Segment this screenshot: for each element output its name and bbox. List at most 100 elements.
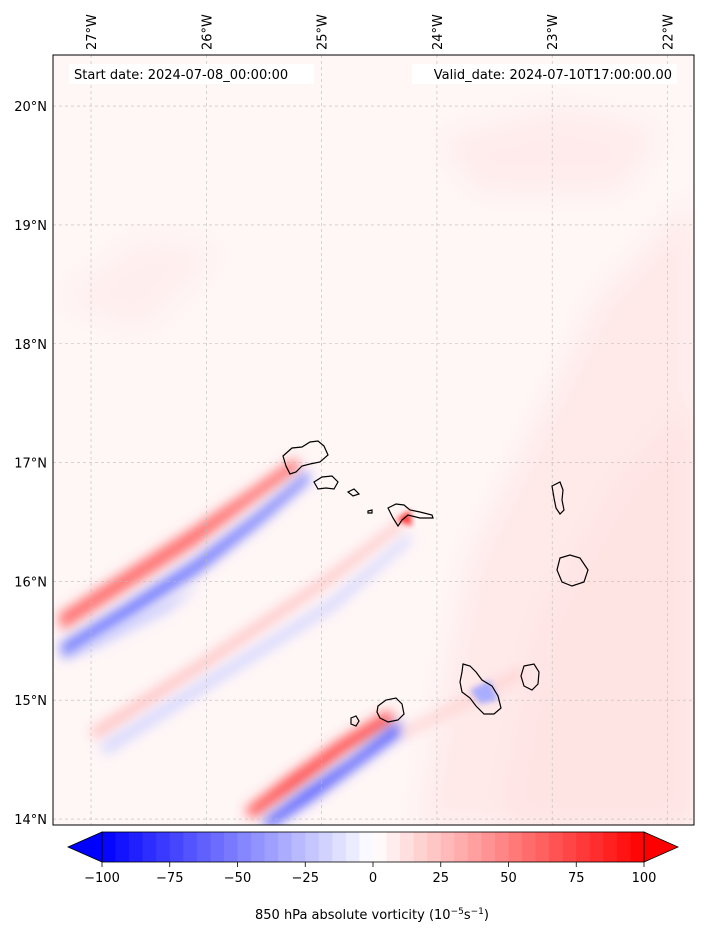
lat-tick-label: 17°N [14, 457, 47, 472]
colorbar-block [616, 832, 632, 862]
colorbar-ticks: −100 −75 −50 −25 0 25 50 75 100 [84, 862, 656, 886]
colorbar-block [115, 832, 130, 862]
colorbar-block [156, 832, 171, 862]
colorbar-extend-low [67, 831, 103, 863]
island-brava [350, 715, 360, 727]
colorbar-block [305, 832, 320, 862]
colorbar-block [332, 832, 347, 862]
lon-tick-label: 26°W [200, 14, 215, 50]
colorbar-tick-label: −75 [156, 871, 183, 886]
colorbar-block [549, 832, 564, 862]
colorbar-block [345, 832, 361, 862]
island-sao-nicolau [387, 503, 434, 528]
island-sal [551, 481, 565, 515]
colorbar-block [508, 832, 523, 862]
colorbar-block [169, 832, 184, 862]
valid-date-box [412, 64, 677, 84]
colorbar-block [237, 832, 252, 862]
colorbar-block [196, 832, 211, 862]
colorbar-tick-label: 0 [369, 871, 377, 886]
lat-tick-label: 18°N [14, 338, 47, 353]
colorbar-block [373, 832, 388, 862]
island-santa-luzia [346, 488, 361, 497]
colorbar-block [440, 832, 455, 862]
colorbar-block [481, 832, 496, 862]
lat-tick-label: 14°N [14, 813, 47, 828]
island-santo-antao [282, 440, 329, 475]
valid-date-label: Valid_date: 2024-07-10T17:00:00.00 [434, 68, 672, 83]
colorbar-extend-high [643, 831, 679, 863]
island-maio [520, 663, 540, 691]
north-wake-negative [60, 470, 310, 658]
colorbar-block [264, 832, 279, 862]
colorbar-tick-label: 75 [568, 871, 585, 886]
south-east-streak [400, 668, 524, 738]
lat-tick-label: 15°N [14, 694, 47, 709]
colorbar-block [589, 832, 604, 862]
colorbar-label: 850 hPa absolute vorticity (10−5s−1) [255, 907, 489, 923]
island-islet [367, 509, 373, 514]
mid-streak-positive [90, 520, 404, 740]
colorbar-block [102, 832, 117, 862]
colorbar-block [454, 832, 469, 862]
colorbar-tick-label: 25 [432, 871, 449, 886]
south-wake-negative [262, 722, 404, 825]
colorbar-block [183, 832, 198, 862]
field-pink-patch [60, 240, 220, 330]
longitude-tick-labels: 27°W 26°W 25°W 24°W 23°W 22°W [85, 14, 676, 50]
colorbar-tick-label: −25 [292, 871, 319, 886]
colorbar-block [603, 832, 618, 862]
colorbar-tick-label: −50 [224, 871, 251, 886]
lon-tick-label: 24°W [431, 14, 446, 50]
north-wake-negative-tail [60, 585, 200, 660]
start-date-box [69, 64, 314, 84]
colorbar-block [210, 832, 225, 862]
colorbar: −100 −75 −50 −25 0 25 50 75 100 850 hPa absolute… [67, 831, 679, 923]
lat-tick-label: 16°N [14, 575, 47, 590]
south-wake-positive [245, 710, 394, 818]
field-pink-region-2 [500, 400, 694, 825]
island-sao-vicente [313, 475, 339, 490]
lat-tick-label: 19°N [14, 219, 47, 234]
colorbar-block [467, 832, 482, 862]
colorbar-block [630, 832, 645, 862]
vorticity-field [53, 55, 694, 825]
island-fogo [376, 697, 405, 723]
colorbar-block [400, 832, 415, 862]
colorbar-block [291, 832, 306, 862]
colorbar-block [251, 832, 266, 862]
colorbar-block [427, 832, 442, 862]
colorbar-block [359, 832, 374, 862]
colorbar-block [522, 832, 537, 862]
latitude-tick-labels: 14°N 15°N 16°N 17°N 18°N 19°N 20°N [14, 100, 47, 828]
colorbar-tick-label: 50 [500, 871, 517, 886]
lon-tick-label: 22°W [661, 14, 676, 50]
coastlines [282, 440, 589, 727]
lon-tick-label: 27°W [85, 14, 100, 50]
colorbar-block [562, 832, 577, 862]
lon-tick-label: 23°W [546, 14, 561, 50]
island-santiago [459, 663, 502, 715]
colorbar-block [223, 832, 239, 862]
mid-streak-negative [100, 534, 412, 755]
colorbar-block [318, 832, 333, 862]
gridlines [53, 55, 694, 825]
start-date-label: Start date: 2024-07-08_00:00:00 [74, 68, 288, 83]
north-wake-positive [58, 458, 300, 630]
lat-tick-label: 20°N [14, 100, 47, 115]
lon-tick-label: 25°W [316, 14, 331, 50]
colorbar-block [576, 832, 591, 862]
colorbar-block [413, 832, 428, 862]
map-frame [52, 54, 695, 826]
field-pink-patch-north [440, 110, 660, 190]
colorbar-block [535, 832, 550, 862]
colorbar-block [386, 832, 401, 862]
colorbar-blocks [102, 832, 645, 862]
colorbar-block [142, 832, 157, 862]
colorbar-tick-label: −100 [84, 871, 120, 886]
colorbar-tick-label: 100 [632, 871, 657, 886]
colorbar-block [494, 832, 510, 862]
island-boa-vista [556, 554, 589, 587]
colorbar-block [278, 832, 293, 862]
